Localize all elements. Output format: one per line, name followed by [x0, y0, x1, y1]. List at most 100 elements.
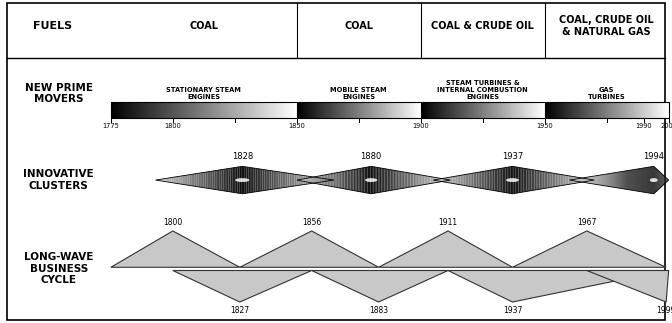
- Polygon shape: [331, 173, 332, 187]
- Polygon shape: [269, 171, 271, 190]
- Polygon shape: [193, 174, 195, 186]
- Text: COAL: COAL: [344, 21, 373, 31]
- Polygon shape: [306, 178, 308, 182]
- Polygon shape: [413, 174, 415, 186]
- Polygon shape: [613, 173, 614, 187]
- Polygon shape: [653, 166, 654, 194]
- Polygon shape: [546, 172, 548, 188]
- Polygon shape: [612, 173, 613, 187]
- Polygon shape: [527, 169, 528, 192]
- Polygon shape: [589, 179, 591, 181]
- Polygon shape: [298, 180, 300, 181]
- Polygon shape: [585, 178, 586, 182]
- Polygon shape: [581, 178, 583, 182]
- Polygon shape: [507, 167, 509, 193]
- Polygon shape: [423, 175, 424, 185]
- Polygon shape: [239, 167, 241, 193]
- Polygon shape: [567, 175, 569, 185]
- Polygon shape: [409, 173, 411, 187]
- Polygon shape: [312, 270, 448, 302]
- Polygon shape: [157, 180, 159, 181]
- Polygon shape: [320, 178, 321, 182]
- Polygon shape: [625, 171, 626, 189]
- Text: 1880: 1880: [361, 151, 382, 161]
- Polygon shape: [227, 169, 228, 192]
- Polygon shape: [222, 169, 223, 191]
- Polygon shape: [341, 172, 343, 189]
- Polygon shape: [309, 178, 310, 182]
- Bar: [111, 102, 669, 118]
- Polygon shape: [427, 176, 429, 184]
- Polygon shape: [481, 172, 483, 189]
- Polygon shape: [257, 169, 259, 192]
- Polygon shape: [353, 169, 355, 191]
- Text: 1900: 1900: [413, 123, 429, 129]
- Polygon shape: [505, 167, 507, 193]
- Polygon shape: [209, 171, 211, 189]
- Polygon shape: [304, 175, 306, 185]
- Polygon shape: [606, 174, 607, 186]
- Polygon shape: [296, 174, 298, 186]
- Polygon shape: [583, 178, 585, 182]
- Polygon shape: [378, 168, 380, 193]
- Polygon shape: [412, 173, 413, 187]
- Polygon shape: [528, 169, 530, 191]
- Polygon shape: [472, 173, 473, 187]
- Polygon shape: [424, 176, 426, 184]
- Polygon shape: [349, 170, 351, 190]
- Polygon shape: [401, 172, 403, 189]
- Polygon shape: [496, 169, 497, 191]
- Text: 2000: 2000: [660, 123, 672, 129]
- Polygon shape: [552, 173, 554, 187]
- Polygon shape: [615, 172, 616, 188]
- Polygon shape: [624, 171, 625, 189]
- Polygon shape: [628, 171, 629, 190]
- Polygon shape: [569, 176, 570, 184]
- Polygon shape: [451, 177, 452, 183]
- Polygon shape: [304, 178, 306, 182]
- Polygon shape: [533, 170, 535, 190]
- Polygon shape: [435, 180, 436, 181]
- Polygon shape: [609, 173, 610, 187]
- Polygon shape: [286, 173, 288, 187]
- Polygon shape: [268, 170, 269, 190]
- Polygon shape: [587, 177, 588, 183]
- Polygon shape: [487, 171, 488, 190]
- Polygon shape: [388, 169, 389, 191]
- Polygon shape: [302, 175, 304, 185]
- Polygon shape: [198, 173, 200, 187]
- Polygon shape: [645, 168, 646, 193]
- Polygon shape: [326, 174, 327, 186]
- Polygon shape: [421, 175, 423, 185]
- Polygon shape: [462, 175, 464, 185]
- Polygon shape: [392, 170, 394, 190]
- Polygon shape: [559, 174, 560, 186]
- Polygon shape: [493, 170, 495, 191]
- Polygon shape: [211, 171, 212, 189]
- Polygon shape: [390, 170, 392, 191]
- Polygon shape: [557, 174, 559, 186]
- Text: 1990: 1990: [636, 123, 652, 129]
- Polygon shape: [608, 173, 609, 186]
- Polygon shape: [362, 168, 363, 192]
- Polygon shape: [320, 175, 321, 185]
- Polygon shape: [346, 171, 347, 189]
- Polygon shape: [444, 179, 446, 181]
- Polygon shape: [389, 170, 390, 191]
- Polygon shape: [578, 177, 580, 183]
- Polygon shape: [368, 167, 369, 193]
- Polygon shape: [332, 173, 334, 187]
- Text: NEW PRIME
MOVERS: NEW PRIME MOVERS: [25, 83, 93, 104]
- Polygon shape: [177, 176, 179, 184]
- Polygon shape: [184, 175, 186, 185]
- Polygon shape: [186, 175, 187, 185]
- Polygon shape: [515, 167, 517, 193]
- Polygon shape: [212, 171, 214, 189]
- Polygon shape: [652, 167, 653, 193]
- Polygon shape: [182, 176, 184, 184]
- Polygon shape: [429, 176, 431, 184]
- Polygon shape: [452, 176, 454, 184]
- Polygon shape: [448, 270, 666, 302]
- Polygon shape: [540, 171, 541, 189]
- Polygon shape: [581, 178, 583, 182]
